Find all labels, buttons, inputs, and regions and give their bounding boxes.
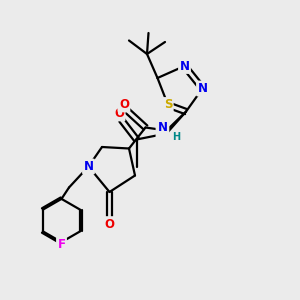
Text: N: N bbox=[179, 59, 190, 73]
Text: O: O bbox=[114, 107, 124, 120]
Text: N: N bbox=[157, 124, 167, 138]
Text: F: F bbox=[58, 238, 65, 251]
Text: H: H bbox=[172, 132, 180, 142]
Text: N: N bbox=[158, 121, 168, 134]
Text: S: S bbox=[164, 98, 172, 112]
Text: N: N bbox=[197, 82, 208, 95]
Text: O: O bbox=[104, 218, 115, 231]
Text: H: H bbox=[172, 135, 180, 145]
Text: O: O bbox=[119, 98, 129, 111]
Text: N: N bbox=[83, 160, 94, 173]
